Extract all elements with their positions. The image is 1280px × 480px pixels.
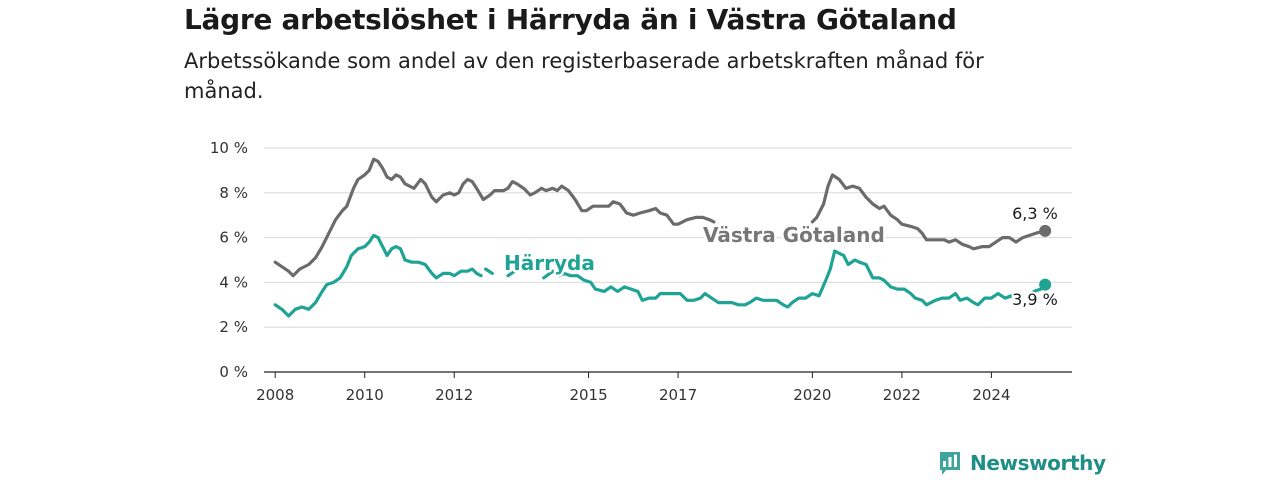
y-tick-label: 4 % — [219, 273, 248, 291]
series-line-harryda — [506, 269, 517, 278]
end-point-vastra-gotaland — [1039, 224, 1052, 237]
series-line-harryda — [542, 249, 1025, 309]
series-lines — [273, 157, 1052, 318]
series-labels: Västra Götaland Härryda 6,3 % 3,9 % — [502, 202, 1060, 311]
x-tick-label: 2008 — [256, 386, 294, 404]
end-label-vastra-gotaland: 6,3 % — [1012, 204, 1058, 223]
brand-logo[interactable]: Newsworthy — [938, 449, 1106, 477]
chart-title: Lägre arbetslöshet i Härryda än i Västra… — [184, 3, 957, 36]
series-line-vastra-gotaland — [273, 157, 716, 278]
series-label-vastra-gotaland: Västra Götaland — [703, 223, 885, 247]
y-tick-label: 0 % — [219, 363, 248, 381]
series-label-harryda: Härryda — [504, 251, 595, 275]
x-tick-label: 2012 — [435, 386, 473, 404]
x-tick-label: 2022 — [883, 386, 921, 404]
y-tick-label: 8 % — [219, 184, 248, 202]
x-tick-label: 2024 — [972, 386, 1010, 404]
gridlines — [264, 147, 1072, 328]
chart-subtitle: Arbetssökande som andel av den registerb… — [184, 49, 984, 103]
end-label-harryda: 3,9 % — [1012, 290, 1058, 309]
y-tick-label: 6 % — [219, 229, 248, 247]
y-axis-ticks: 0 % 2 % 4 % 6 % 8 % 10 % — [210, 139, 248, 381]
y-tick-label: 2 % — [219, 318, 248, 336]
series-line-harryda — [484, 267, 494, 275]
x-tick-label: 2017 — [659, 386, 697, 404]
x-tick-label: 2020 — [793, 386, 831, 404]
bar-chart-icon — [940, 452, 960, 475]
series-line-vastra-gotaland — [810, 173, 1047, 251]
x-axis: 2008 2010 2012 2015 2017 2020 2022 2024 — [256, 371, 1072, 404]
end-point-harryda — [1039, 278, 1052, 291]
brand-name: Newsworthy — [970, 451, 1106, 475]
series-line-harryda — [273, 233, 483, 318]
y-tick-label: 10 % — [210, 139, 248, 157]
x-tick-label: 2010 — [346, 386, 384, 404]
x-tick-label: 2015 — [569, 386, 607, 404]
